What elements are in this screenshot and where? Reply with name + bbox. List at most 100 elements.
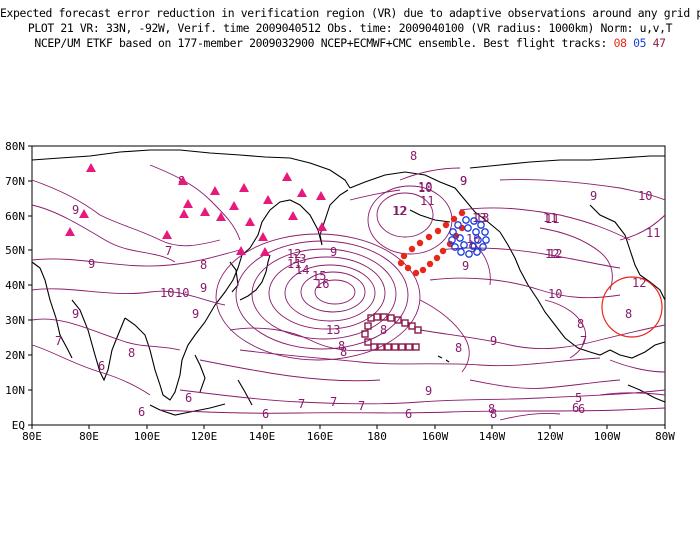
contour-line (619, 214, 666, 241)
flight-track-47 (361, 313, 422, 351)
track-point (408, 245, 416, 253)
alaska-coast (349, 171, 501, 233)
contour-label: 6 (578, 402, 585, 416)
contour-line (544, 299, 587, 359)
okhotsk-coast (249, 189, 349, 249)
contour-label: 9 (200, 281, 207, 295)
contour-label: 8 (380, 323, 387, 337)
philippines-coast (194, 354, 206, 393)
triangle-marker (65, 227, 75, 236)
track-point (370, 343, 378, 351)
track-label-05: 05 (633, 36, 647, 50)
track-point (394, 316, 402, 324)
hawaii-islands (437, 355, 450, 363)
contour-label: 8 (490, 407, 497, 421)
track-point (397, 259, 405, 267)
contour-line (179, 389, 666, 405)
title-block: Expected forecast error reduction in ver… (0, 6, 700, 51)
triangle-marker (239, 183, 249, 192)
contour-label: 11 (543, 211, 557, 225)
triangle-marker (263, 195, 273, 204)
contour-line (419, 299, 470, 373)
contour-label: 12 (287, 247, 301, 261)
contour-label: 9 (470, 241, 477, 255)
contour-label: 9 (460, 174, 467, 188)
contour-label: 9 (72, 203, 79, 217)
contour-label: 13 (326, 323, 340, 337)
contour-label: 8 (455, 341, 462, 355)
contour-label: 7 (580, 334, 587, 348)
track-point (361, 330, 369, 338)
track-point (439, 247, 447, 255)
track-point (408, 322, 416, 330)
triangle-marker (210, 186, 220, 195)
contour-label: 9 (460, 174, 467, 188)
contour-label: 12 (545, 247, 559, 261)
track-point (398, 343, 406, 351)
contour-line (199, 359, 381, 382)
track-point (434, 227, 442, 235)
lon-label: 140E (249, 430, 276, 443)
contour-line (469, 379, 621, 389)
indonesia-coast (149, 403, 226, 416)
track-point (482, 236, 490, 244)
contour-label: 15 (312, 269, 326, 283)
hudson-coast (589, 204, 641, 276)
track-point (404, 264, 412, 272)
track-point (473, 248, 481, 256)
track-point (451, 243, 459, 251)
contour-line (251, 248, 397, 340)
contour-label: 10 (175, 286, 189, 300)
contour-line (499, 412, 561, 421)
contour-line (159, 407, 666, 414)
contour-label: 11 (420, 194, 434, 208)
track-point (405, 343, 413, 351)
triangle-marker (179, 209, 189, 218)
contour-line (349, 189, 401, 201)
contour-label: 10 (548, 287, 562, 301)
contour-label: 7 (55, 334, 62, 348)
japan-coast (239, 254, 271, 301)
contour-label: 7 (165, 244, 172, 258)
contour-label: 8 (577, 317, 584, 331)
triangle-marker (282, 172, 292, 181)
track-point (419, 266, 427, 274)
contour-line (31, 288, 226, 306)
lat-label: 50N (5, 244, 25, 257)
south-america-coast (627, 384, 666, 403)
map-frame (31, 145, 666, 426)
contour-label: 11 (287, 257, 301, 271)
contour-labels: 8 9 9 10 11 12 13 13 12 11 10 9 8 7 6 6 … (55, 149, 660, 421)
verification-region-circle (601, 276, 663, 338)
title-line-2: PLOT 21 VR: 33N, -92W, Verif. time 20090… (27, 21, 673, 35)
triangle-marker (162, 230, 172, 239)
lat-label: 60N (5, 210, 25, 223)
observation-triangles (65, 163, 327, 256)
lon-label: 120E (191, 430, 218, 443)
china-coast (124, 247, 251, 401)
track-point (387, 314, 395, 322)
contour-label: 6 (138, 405, 145, 419)
contour-label: 8 (200, 258, 207, 272)
canada-arctic-coast (469, 155, 665, 169)
track-point (457, 248, 465, 256)
contour-line (31, 204, 176, 263)
contour-label: 6 (262, 407, 269, 421)
track-point (449, 228, 457, 236)
lat-label: 70N (5, 175, 25, 188)
contour-label: 9 (72, 307, 79, 321)
contour-line (399, 167, 461, 181)
contour-line (31, 318, 181, 351)
contour-label: 12 (548, 247, 562, 261)
track-point (391, 343, 399, 351)
lon-label: 140W (479, 430, 506, 443)
axis-ticks (28, 145, 666, 429)
contour-label: 8 (128, 346, 135, 360)
track-point (456, 234, 464, 242)
track-point (481, 228, 489, 236)
contour-label: 8 (625, 307, 632, 321)
lon-label: 80W (655, 430, 675, 443)
contour-label: 10 (418, 181, 432, 195)
lat-label: 80N (5, 140, 25, 153)
